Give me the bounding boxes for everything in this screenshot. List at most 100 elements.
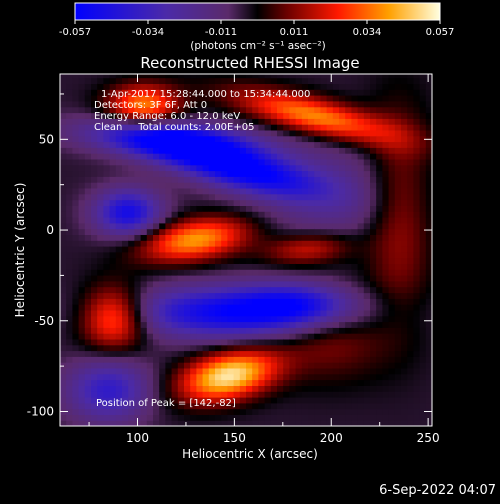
heatmap-cell (159, 408, 166, 415)
heatmap-cell (66, 211, 73, 218)
heatmap-cell (283, 269, 290, 276)
heatmap-cell (177, 100, 185, 108)
heatmap-cell (97, 112, 104, 119)
heatmap-cell (128, 135, 135, 143)
heatmap-cell (202, 158, 210, 166)
heatmap-cell (432, 263, 439, 269)
heatmap-cell (140, 397, 148, 404)
heatmap-cell (103, 315, 111, 323)
heatmap-cell (351, 106, 359, 114)
heatmap-cell (171, 129, 179, 137)
heatmap-cell (190, 263, 197, 270)
heatmap-cell (122, 420, 129, 426)
heatmap-cell (103, 158, 111, 166)
heatmap-cell (128, 286, 135, 294)
heatmap-cell (283, 199, 290, 206)
heatmap-cell (277, 112, 284, 119)
heatmap-cell (165, 275, 173, 282)
heatmap-cell (432, 420, 439, 426)
heatmap-cell (196, 205, 204, 212)
heatmap-cell (314, 147, 321, 154)
heatmap-cell (72, 397, 80, 404)
heatmap-cell (301, 251, 309, 259)
heatmap-cell (394, 269, 402, 276)
heatmap-cell (221, 199, 228, 206)
heatmap-cell (320, 74, 328, 79)
heatmap-cell (128, 222, 135, 230)
heatmap-cell (140, 379, 148, 386)
heatmap-cell (258, 170, 266, 177)
heatmap-cell (190, 112, 197, 119)
heatmap-cell (215, 280, 222, 288)
heatmap-cell (97, 269, 104, 276)
heatmap-cell (66, 292, 73, 299)
heatmap-cell (326, 217, 334, 224)
heatmap-cell (115, 391, 123, 398)
heatmap-cell (153, 269, 160, 276)
heatmap-cell (425, 182, 432, 189)
heatmap-cell (91, 362, 98, 369)
heatmap-cell (78, 286, 86, 294)
heatmap-cell (252, 420, 259, 426)
heatmap-cell (326, 391, 334, 398)
heatmap-cell (376, 240, 383, 247)
heatmap-cell (202, 397, 210, 404)
heatmap-cell (97, 397, 104, 404)
heatmap-cell (277, 367, 284, 375)
heatmap-cell (221, 350, 228, 357)
heatmap-cell (140, 367, 148, 375)
heatmap-cell (388, 286, 396, 294)
heatmap-cell (308, 275, 315, 282)
heatmap-cell (202, 269, 210, 276)
heatmap-cell (221, 153, 228, 160)
heatmap-cell (165, 298, 173, 305)
heatmap-cell (357, 211, 365, 218)
heatmap-cell (177, 263, 185, 270)
heatmap-cell (177, 217, 185, 224)
heatmap-cell (363, 275, 371, 282)
heatmap-cell (140, 280, 148, 288)
heatmap-cell (165, 135, 173, 143)
heatmap-cell (97, 344, 104, 352)
heatmap-cell (233, 228, 241, 235)
heatmap-cell (153, 397, 160, 404)
heatmap-cell (215, 298, 222, 305)
heatmap-cell (314, 153, 321, 160)
heatmap-cell (357, 217, 365, 224)
heatmap-cell (308, 153, 315, 160)
heatmap-cell (190, 397, 197, 404)
heatmap-cell (146, 292, 154, 299)
heatmap-cell (345, 182, 352, 189)
heatmap-cell (308, 397, 315, 404)
heatmap-cell (84, 414, 92, 421)
heatmap-cell (320, 129, 328, 137)
heatmap-cell (233, 367, 241, 375)
heatmap-cell (264, 170, 272, 177)
heatmap-cell (339, 321, 346, 328)
heatmap-cell (227, 246, 235, 253)
heatmap-cell (332, 414, 340, 421)
heatmap-cell (196, 402, 204, 410)
heatmap-cell (103, 124, 111, 131)
heatmap-cell (246, 112, 253, 119)
heatmap-cell (264, 164, 272, 172)
heatmap-cell (314, 367, 321, 375)
heatmap-cell (326, 153, 334, 160)
heatmap-cell (270, 153, 278, 160)
heatmap-cell (413, 333, 421, 340)
heatmap-cell (208, 193, 216, 201)
heatmap-cell (233, 118, 241, 125)
heatmap-cell (332, 147, 340, 154)
heatmap-cell (246, 321, 253, 328)
heatmap-cell (388, 280, 396, 288)
heatmap-cell (388, 129, 396, 137)
heatmap-cell (246, 228, 253, 235)
heatmap-cell (432, 252, 439, 258)
heatmap-cell (301, 77, 309, 84)
heatmap-cell (171, 124, 179, 131)
heatmap-cell (407, 246, 414, 253)
heatmap-cell (332, 263, 340, 270)
heatmap-cell (221, 222, 228, 230)
heatmap-cell (78, 420, 86, 426)
heatmap-cell (103, 193, 111, 201)
